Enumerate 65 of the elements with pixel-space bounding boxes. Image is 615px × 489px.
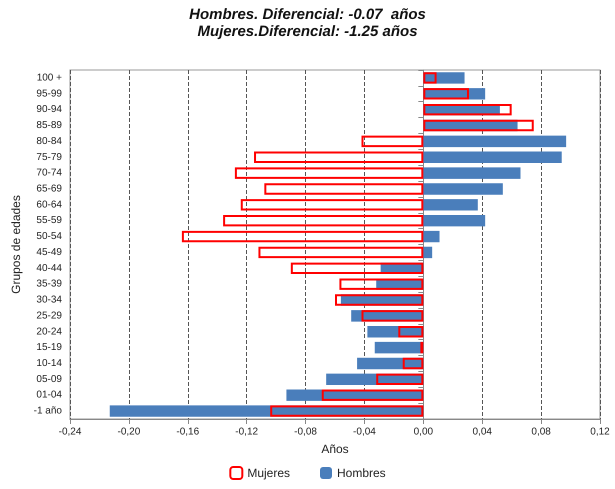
bar [423, 183, 503, 195]
y-tick-label: 90-94 [36, 104, 62, 116]
bar [423, 152, 562, 163]
bar [290, 262, 424, 274]
y-tick-label: 20-24 [36, 326, 62, 338]
y-tick-label: 95-99 [36, 88, 62, 100]
bar [423, 230, 440, 242]
bar [376, 374, 424, 386]
bar [234, 167, 424, 179]
x-tick-label: -0,12 [235, 426, 258, 438]
bar [423, 167, 520, 179]
y-tick-label: 10-14 [36, 358, 62, 369]
y-tick-label: 15-19 [36, 342, 62, 354]
bar [240, 199, 424, 211]
y-tick-label: 65-69 [36, 183, 62, 194]
bar [420, 342, 424, 354]
x-axis-title: Años [321, 442, 349, 456]
x-tick-label: -0,08 [294, 426, 318, 438]
bar [182, 230, 424, 242]
y-tick-label: 75-79 [36, 152, 62, 163]
x-tick-label: -0,04 [353, 426, 376, 438]
bar [423, 72, 437, 84]
x-tick-label: -0,24 [58, 426, 82, 438]
x-tick-label: 0,08 [531, 426, 552, 438]
y-tick-label: 05-09 [36, 374, 62, 385]
bar [374, 342, 424, 354]
y-tick-label: 30-34 [36, 294, 62, 306]
bar [423, 214, 486, 226]
bar [223, 214, 424, 226]
y-tick-label: 01-04 [36, 390, 62, 401]
legend-label: Hombres [337, 466, 386, 480]
y-tick-label: 55-59 [36, 215, 62, 226]
chart-subtitle: Mujeres.Diferencial: -1.25 años [197, 23, 418, 40]
x-tick-label: 0,04 [472, 426, 492, 438]
y-tick-label: 70-74 [36, 168, 62, 179]
bar [423, 136, 566, 148]
y-tick-label: 40-44 [36, 262, 62, 274]
bar [258, 246, 424, 258]
y-tick-label: -1 año [34, 406, 62, 417]
bar [270, 405, 424, 417]
y-tick-label: 100 + [36, 72, 62, 84]
y-tick-label: 35-39 [36, 278, 62, 290]
bar [362, 136, 424, 148]
bar [423, 246, 432, 258]
y-tick-label: 80-84 [36, 136, 62, 147]
y-axis-title: Grupos de edades [9, 195, 23, 294]
y-tick-label: 45-49 [36, 246, 62, 258]
x-tick-label: 0,12 [590, 426, 610, 438]
y-tick-label: 25-29 [36, 310, 62, 322]
bar [254, 152, 424, 163]
bar [423, 199, 478, 211]
y-tick-label: 85-89 [36, 120, 62, 132]
x-tick-label: 0,00 [414, 426, 434, 438]
chart-title: Hombres. Diferencial: -0.07 años [189, 6, 426, 23]
bar [402, 358, 424, 370]
y-tick-label: 60-64 [36, 199, 62, 210]
bar [322, 389, 424, 401]
bar [264, 183, 424, 195]
y-tick-label: 50-54 [36, 231, 62, 242]
x-tick-label: -0,16 [176, 426, 200, 438]
x-tick-label: -0,20 [117, 426, 141, 438]
bar [423, 88, 469, 100]
bar [339, 278, 424, 290]
legend-label: Mujeres [247, 466, 290, 480]
bar [398, 326, 424, 338]
